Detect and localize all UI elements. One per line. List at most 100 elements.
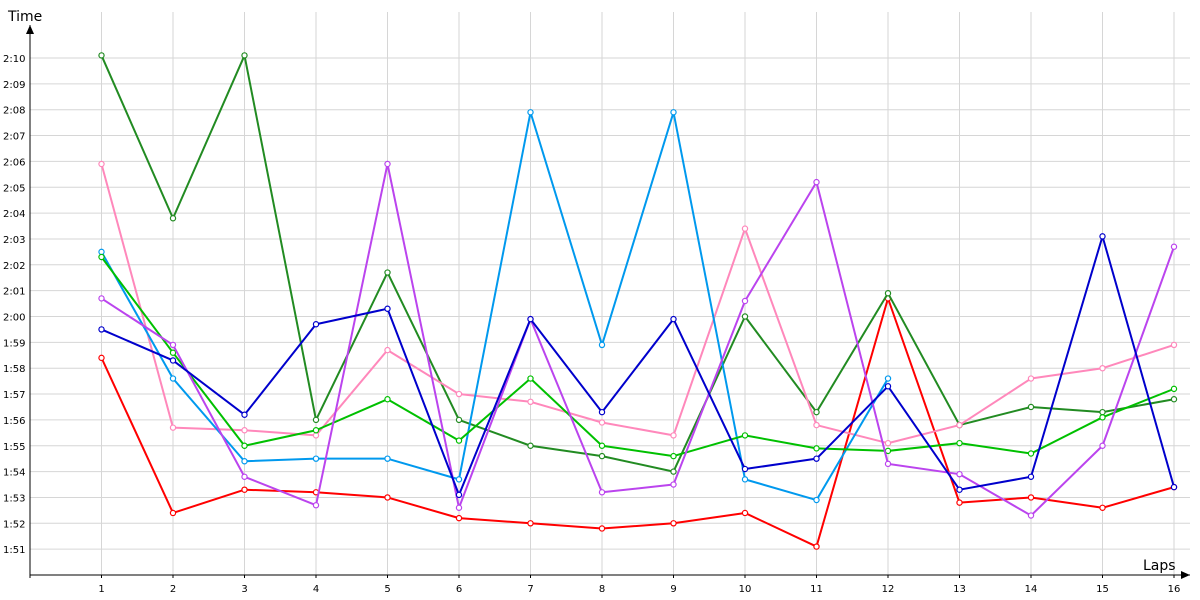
data-point	[98, 354, 105, 362]
data-point	[169, 341, 177, 349]
series-line	[100, 163, 1175, 445]
x-tick-label: 4	[313, 584, 319, 595]
axes	[26, 25, 1190, 579]
y-tick-label: 2:02	[3, 261, 25, 272]
data-point	[1027, 494, 1035, 501]
x-tick-label: 8	[599, 584, 605, 595]
data-point	[956, 499, 963, 506]
data-point	[169, 357, 177, 364]
data-point	[813, 445, 820, 452]
data-point	[384, 396, 391, 403]
y-axis-arrow	[26, 25, 34, 34]
series-line	[100, 297, 1175, 548]
data-point	[1099, 504, 1106, 511]
data-point	[670, 109, 677, 116]
data-point	[384, 455, 391, 462]
x-axis-title: Laps	[1143, 558, 1176, 574]
x-tick-label: 12	[882, 584, 895, 595]
data-point	[527, 442, 534, 449]
x-axis-arrow	[1181, 571, 1190, 579]
x-tick-label: 14	[1025, 584, 1038, 595]
data-point	[455, 504, 463, 511]
y-tick-label: 2:06	[3, 157, 25, 168]
y-tick-label: 2:09	[3, 80, 25, 91]
y-tick-label: 2:01	[3, 287, 25, 298]
series-lines	[98, 52, 1178, 550]
x-tick-label: 9	[670, 584, 676, 595]
data-point	[241, 427, 248, 434]
data-point	[1027, 450, 1035, 457]
x-tick-label: 16	[1168, 584, 1181, 595]
data-point	[884, 375, 892, 382]
data-point	[455, 476, 463, 483]
data-point	[384, 305, 391, 312]
y-tick-label: 2:03	[3, 235, 25, 246]
data-point	[312, 321, 320, 328]
x-tick-label: 11	[810, 584, 823, 595]
y-axis-title: Time	[7, 9, 42, 25]
data-point	[598, 452, 606, 460]
data-point	[1027, 403, 1035, 411]
data-point	[527, 375, 534, 382]
data-point	[169, 349, 177, 356]
data-point	[312, 416, 320, 424]
data-point	[598, 442, 606, 449]
y-tick-label: 1:54	[3, 468, 25, 479]
data-point	[741, 225, 749, 232]
data-point	[741, 476, 749, 483]
y-tick-label: 2:08	[3, 106, 25, 117]
series-line	[100, 54, 1175, 473]
y-tick-label: 1:56	[3, 416, 25, 427]
data-point	[670, 452, 677, 460]
data-point	[598, 489, 606, 496]
data-point	[98, 253, 105, 261]
data-point	[312, 502, 320, 509]
data-point	[741, 465, 749, 473]
data-point	[1170, 341, 1178, 349]
y-tick-label: 1:59	[3, 338, 25, 349]
data-point	[956, 486, 963, 493]
data-point	[1027, 512, 1035, 519]
data-point	[241, 486, 248, 493]
data-point	[884, 460, 892, 468]
y-tick-label: 1:51	[3, 545, 25, 556]
data-point	[1027, 473, 1035, 480]
x-tick-label: 10	[739, 584, 752, 595]
data-point	[1027, 375, 1035, 382]
data-point	[384, 494, 391, 501]
x-tick-label: 13	[953, 584, 966, 595]
data-point	[741, 313, 749, 320]
data-point	[527, 398, 534, 406]
data-point	[598, 419, 606, 426]
data-point	[241, 473, 248, 480]
data-point	[956, 421, 963, 429]
data-point	[527, 315, 534, 323]
data-point	[455, 437, 463, 444]
data-point	[741, 297, 749, 305]
series-line	[100, 162, 1175, 517]
data-point	[1170, 243, 1178, 250]
data-point	[241, 52, 248, 59]
data-point	[813, 178, 820, 186]
y-tick-labels: 1:51 1:52 1:53 1:54 1:55 1:56 1:57 1:58 1:59 2:00…	[3, 54, 25, 556]
data-point	[884, 383, 892, 390]
data-point	[312, 427, 320, 434]
data-point	[813, 543, 820, 550]
data-point	[169, 375, 177, 382]
data-point	[813, 408, 820, 416]
data-point	[1170, 385, 1178, 393]
data-point	[670, 468, 677, 475]
data-point	[455, 390, 463, 398]
data-point	[741, 432, 749, 439]
data-point	[813, 421, 820, 429]
data-point	[1099, 442, 1106, 449]
series-line	[100, 256, 1175, 458]
data-point	[455, 514, 463, 522]
y-tick-label: 2:10	[3, 54, 25, 65]
y-tick-label: 2:00	[3, 313, 25, 324]
data-point	[956, 470, 963, 478]
data-point	[1170, 483, 1178, 491]
data-point	[598, 525, 606, 532]
data-point	[98, 52, 105, 59]
